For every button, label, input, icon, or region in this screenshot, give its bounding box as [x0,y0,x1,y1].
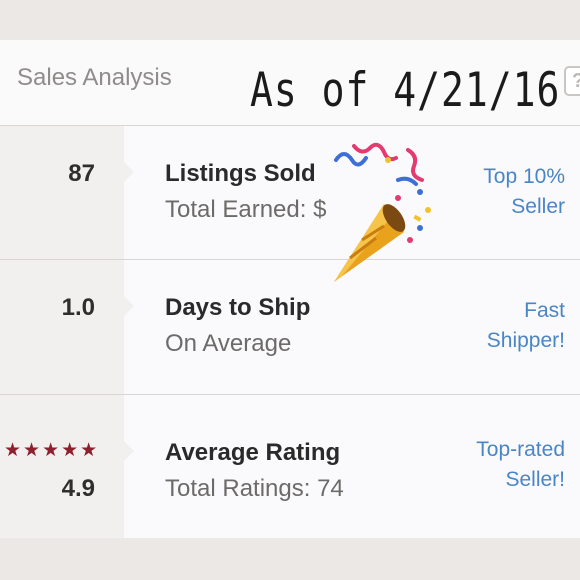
badge-line: Seller [511,195,565,218]
stat-value-panel [0,126,124,259]
average-rating-value: 4.9 [61,475,95,502]
handwritten-date-note: As of 4/21/16 [250,62,561,117]
top-rated-seller-badge[interactable]: Top-rated Seller! [476,435,565,495]
days-to-ship-label: Days to Ship [165,294,311,321]
party-popper-icon [334,142,431,282]
fast-shipper-badge[interactable]: Fast Shipper! [487,296,565,356]
stat-value-panel [0,395,124,538]
top-seller-badge[interactable]: Top 10% Seller [483,162,565,222]
listings-sold-value: 87 [68,160,95,187]
badge-line: Top 10% [483,165,565,188]
page-title: Sales Analysis [17,64,172,91]
sales-analysis-header: Sales Analysis As of 4/21/16 ? [0,40,580,126]
average-rating-label: Average Rating [165,439,341,466]
badge-line: Fast [524,299,565,322]
average-rating-row: ★★★★★ 4.9 Average Rating Total Ratings: … [0,395,580,538]
total-earned-text: Total Earned: $ [165,196,327,223]
badge-line: Shipper! [486,329,565,352]
help-button[interactable]: ? [564,66,580,96]
listings-sold-label: Listings Sold [165,160,316,187]
days-to-ship-row: 1.0 Days to Ship On Average Fast Shipper… [0,260,580,395]
listings-sold-row: 87 Listings Sold Total Earned: $ Top 10%… [0,126,580,260]
days-to-ship-value: 1.0 [61,294,95,321]
total-ratings-text: Total Ratings: 74 [165,475,344,502]
on-average-text: On Average [165,330,292,357]
stat-value-panel [0,260,124,394]
sales-analysis-card: Sales Analysis As of 4/21/16 ? 87 Listin… [0,40,580,538]
rating-stars-icon: ★★★★★ [4,440,100,461]
badge-line: Top-rated [476,438,565,461]
badge-line: Seller! [505,468,565,491]
